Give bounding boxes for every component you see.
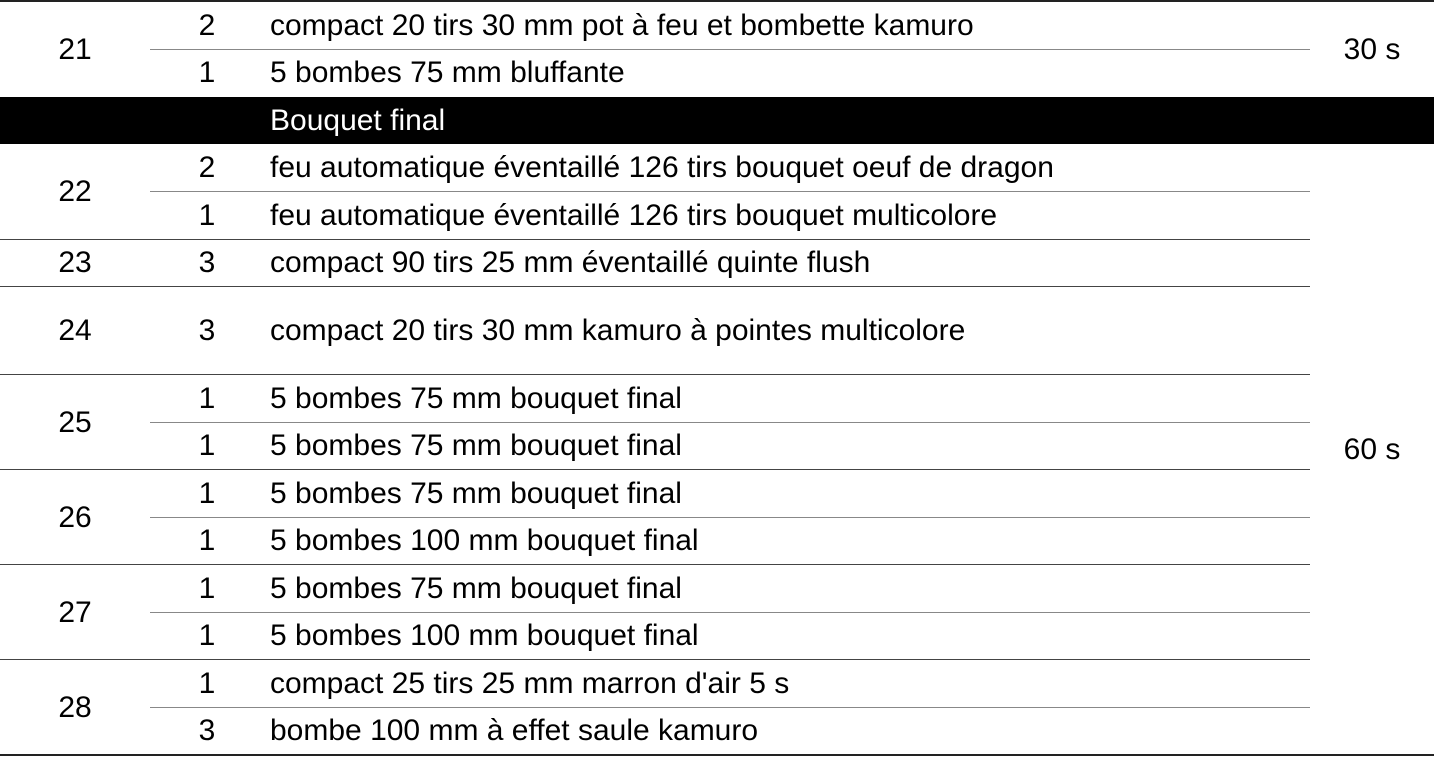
- row-divider: [150, 191, 1310, 192]
- item-description: 5 bombes 75 mm bouquet final: [270, 381, 682, 415]
- row-divider: [0, 754, 1434, 756]
- group-number: 22: [58, 175, 92, 208]
- item-description: 5 bombes 75 mm bouquet final: [270, 571, 682, 605]
- row-divider: [0, 0, 1434, 2]
- row-divider: [150, 611, 1310, 613]
- item-description: 5 bombes 100 mm bouquet final: [270, 619, 699, 653]
- duration-label: 30 s: [1343, 32, 1401, 66]
- row-divider: [150, 421, 1310, 423]
- item-description: 5 bombes 75 mm bluffante: [270, 56, 625, 90]
- item-quantity: 1: [198, 524, 216, 558]
- item-quantity: 1: [198, 381, 216, 415]
- group-number: 25: [58, 405, 92, 439]
- row-divider: [0, 469, 1310, 470]
- item-description: compact 20 tirs 30 mm pot à feu et bombe…: [270, 8, 974, 42]
- item-description: compact 90 tirs 25 mm éventaillé quinte …: [270, 246, 871, 280]
- item-description: feu automatique éventaillé 126 tirs bouq…: [270, 198, 998, 232]
- group-number: 27: [58, 595, 92, 629]
- item-quantity: 1: [198, 666, 216, 700]
- row-divider: [0, 564, 1310, 565]
- row-divider: [150, 706, 1310, 708]
- item-quantity: 1: [198, 571, 216, 605]
- item-quantity: 2: [198, 151, 216, 185]
- item-quantity: 3: [198, 714, 216, 748]
- item-description: feu automatique éventaillé 126 tirs bouq…: [270, 151, 1054, 185]
- group-number: 21: [58, 32, 92, 66]
- row-divider: [0, 286, 1310, 287]
- item-quantity: 3: [198, 314, 216, 347]
- row-divider: [0, 659, 1310, 660]
- item-description: compact 25 tirs 25 mm marron d'air 5 s: [270, 666, 790, 700]
- row-divider: [150, 516, 1310, 518]
- group-number: 28: [58, 690, 92, 724]
- duration-label: 60 s: [1343, 432, 1401, 466]
- item-quantity: 1: [198, 476, 216, 510]
- row-divider: [0, 374, 1310, 375]
- item-quantity: 1: [198, 56, 216, 90]
- item-quantity: 3: [198, 246, 216, 280]
- item-description: 5 bombes 100 mm bouquet final: [270, 524, 699, 558]
- item-quantity: 1: [198, 198, 216, 232]
- group-number: 26: [58, 500, 92, 534]
- item-quantity: 1: [198, 619, 216, 653]
- section-header-label: Bouquet final: [270, 103, 446, 137]
- section-header-bar: [0, 96, 1434, 144]
- item-description: 5 bombes 75 mm bouquet final: [270, 429, 682, 463]
- item-description: compact 20 tirs 30 mm kamuro à pointes m…: [270, 314, 966, 347]
- item-quantity: 2: [198, 8, 216, 42]
- group-number: 24: [58, 314, 92, 347]
- row-divider: [0, 238, 1310, 240]
- item-description: 5 bombes 75 mm bouquet final: [270, 476, 682, 510]
- row-divider: [150, 48, 1310, 50]
- item-description: bombe 100 mm à effet saule kamuro: [270, 714, 759, 748]
- item-quantity: 1: [198, 429, 216, 463]
- group-number: 23: [58, 246, 92, 280]
